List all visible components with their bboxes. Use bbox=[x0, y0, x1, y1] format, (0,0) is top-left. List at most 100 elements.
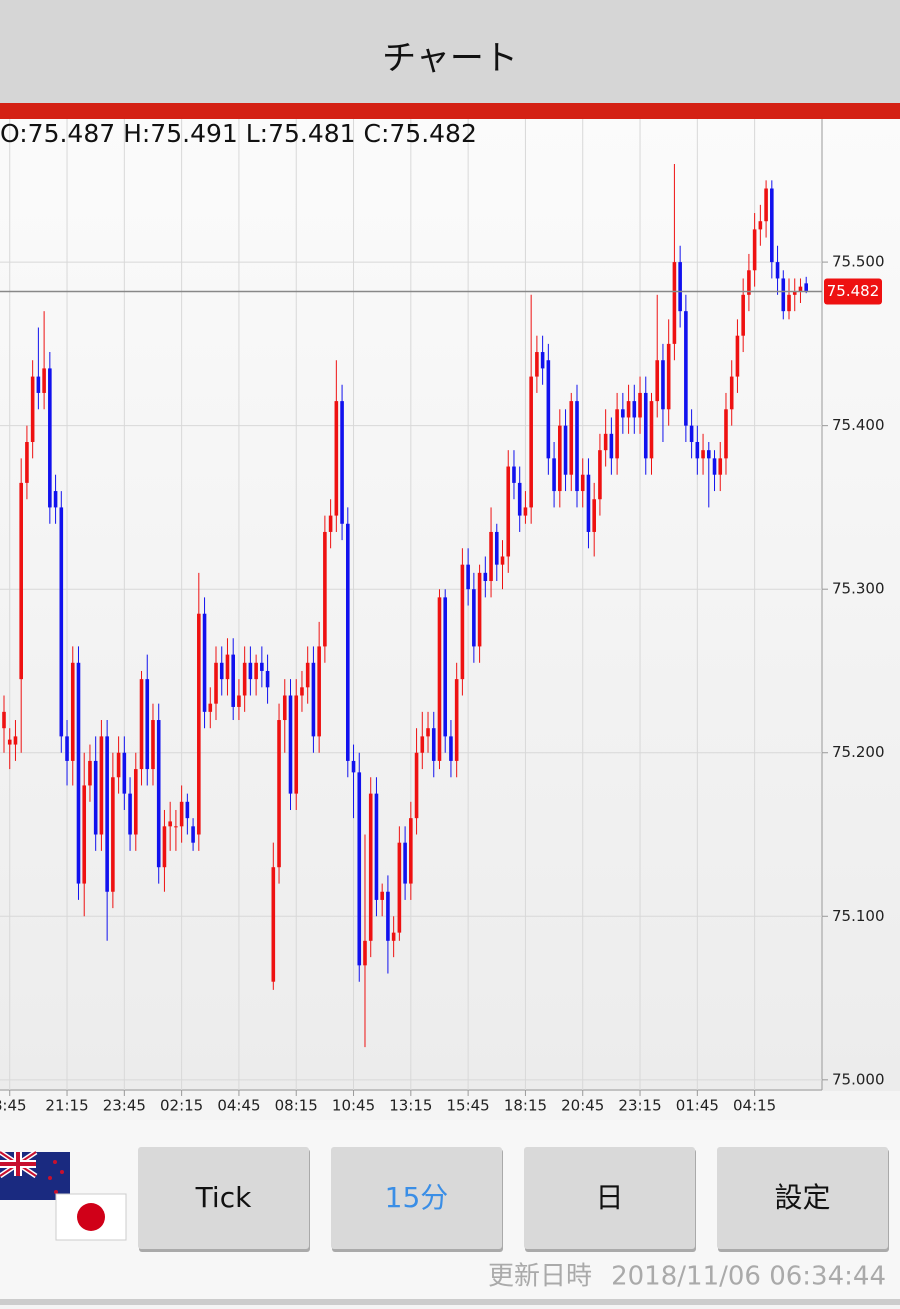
candle-body bbox=[552, 458, 556, 492]
x-tick-label: 20:45 bbox=[561, 1097, 604, 1115]
candle-body bbox=[494, 531, 499, 565]
candle-body bbox=[718, 458, 723, 475]
candle-body bbox=[133, 769, 138, 835]
candle-body bbox=[569, 401, 574, 475]
candle-body bbox=[334, 401, 339, 516]
grid: 75.000 75.100 75.200 75.300 75.400 75.500 8:45… bbox=[0, 119, 885, 1115]
button-label[interactable]: 日 bbox=[595, 1181, 623, 1214]
candle-body bbox=[271, 867, 276, 982]
candle-body bbox=[437, 597, 442, 761]
button[interactable] bbox=[717, 1147, 888, 1249]
candle-body bbox=[649, 401, 654, 459]
x-tick-label: 04:15 bbox=[733, 1097, 776, 1115]
candle-body bbox=[82, 785, 87, 884]
candle-body bbox=[684, 311, 688, 426]
candles bbox=[2, 163, 808, 1048]
candle-body bbox=[598, 450, 602, 500]
candle-body bbox=[391, 932, 396, 941]
x-tick-label: 04:45 bbox=[217, 1097, 260, 1115]
candle-body bbox=[632, 401, 637, 418]
candle-body bbox=[580, 474, 585, 492]
candle-body bbox=[397, 842, 402, 933]
candle-body bbox=[202, 613, 207, 712]
candle-body bbox=[643, 392, 648, 459]
candle-body bbox=[603, 433, 608, 451]
candle-body bbox=[13, 736, 18, 745]
footer-label: 更新日時 bbox=[488, 1262, 592, 1292]
candle-body bbox=[638, 392, 642, 418]
candle-body bbox=[672, 262, 677, 344]
candle-body bbox=[260, 662, 264, 671]
candle-body bbox=[512, 466, 516, 483]
candle-body bbox=[483, 572, 488, 582]
nz-flag bbox=[0, 1149, 70, 1200]
candle-body bbox=[454, 679, 459, 761]
candle-body bbox=[661, 360, 665, 410]
candle-body bbox=[93, 760, 98, 835]
candle-body bbox=[655, 360, 660, 402]
x-tick-label: 21:15 bbox=[45, 1097, 88, 1115]
candle-body bbox=[535, 352, 539, 377]
candle-body bbox=[517, 482, 522, 516]
candle-body bbox=[712, 458, 717, 475]
candle-body bbox=[282, 695, 287, 721]
candle-body bbox=[277, 720, 281, 868]
candle-body bbox=[7, 739, 12, 745]
candle-body bbox=[30, 376, 35, 442]
candle-body bbox=[540, 352, 545, 369]
candle-body bbox=[231, 654, 235, 707]
header-title: チャート bbox=[382, 39, 518, 79]
candle-body bbox=[626, 401, 631, 418]
x-tick-label: 18:15 bbox=[504, 1097, 547, 1115]
candle-body bbox=[116, 752, 121, 778]
jp-flag bbox=[55, 1193, 127, 1241]
x-tick-label: 23:15 bbox=[618, 1097, 661, 1115]
candle-body bbox=[609, 433, 614, 459]
candle-body bbox=[477, 572, 482, 647]
candle-body bbox=[219, 662, 224, 680]
current-price-label: 75.482 bbox=[827, 282, 880, 300]
button-label[interactable]: 15分 bbox=[385, 1181, 449, 1214]
current-price-badge bbox=[824, 278, 882, 305]
candle-body bbox=[706, 450, 711, 459]
candle-body bbox=[305, 662, 310, 688]
candle-body bbox=[99, 736, 104, 835]
candle-body bbox=[747, 270, 751, 295]
x-tick-label: 13:15 bbox=[389, 1097, 432, 1115]
candle-body bbox=[128, 793, 132, 835]
candle-body bbox=[798, 286, 803, 292]
accent-bar bbox=[0, 103, 900, 119]
overlay: 75.482 bbox=[0, 278, 882, 305]
candle-body bbox=[724, 409, 728, 459]
candle-body bbox=[36, 376, 41, 393]
bottom-edge bbox=[0, 1299, 900, 1305]
candle-body bbox=[208, 703, 213, 712]
x-tick-label: 08:15 bbox=[275, 1097, 318, 1115]
candle-body bbox=[317, 646, 321, 737]
candle-body bbox=[162, 826, 167, 868]
button-label[interactable]: Tick bbox=[195, 1181, 252, 1214]
y-tick-label: 75.500 bbox=[832, 253, 885, 271]
y-tick-label: 75.200 bbox=[832, 743, 885, 761]
candle-body bbox=[168, 821, 172, 827]
candle-body bbox=[300, 687, 304, 696]
candle-body bbox=[197, 613, 201, 835]
button[interactable] bbox=[331, 1147, 502, 1249]
candle-body bbox=[65, 736, 69, 761]
x-tick-label: 01:45 bbox=[676, 1097, 719, 1115]
button-label[interactable]: 設定 bbox=[774, 1181, 830, 1214]
candle-body bbox=[621, 409, 625, 418]
candle-body bbox=[380, 891, 384, 900]
candle-body bbox=[214, 662, 218, 704]
candle-body bbox=[449, 736, 453, 761]
button[interactable] bbox=[138, 1147, 309, 1249]
header-bar bbox=[0, 0, 900, 103]
button[interactable] bbox=[524, 1147, 695, 1249]
candle-body bbox=[409, 818, 413, 884]
candle-body bbox=[19, 482, 23, 680]
candle-body bbox=[506, 466, 511, 557]
y-tick-label: 75.400 bbox=[832, 416, 885, 434]
candle-body bbox=[546, 360, 551, 459]
candle-body bbox=[615, 409, 619, 459]
